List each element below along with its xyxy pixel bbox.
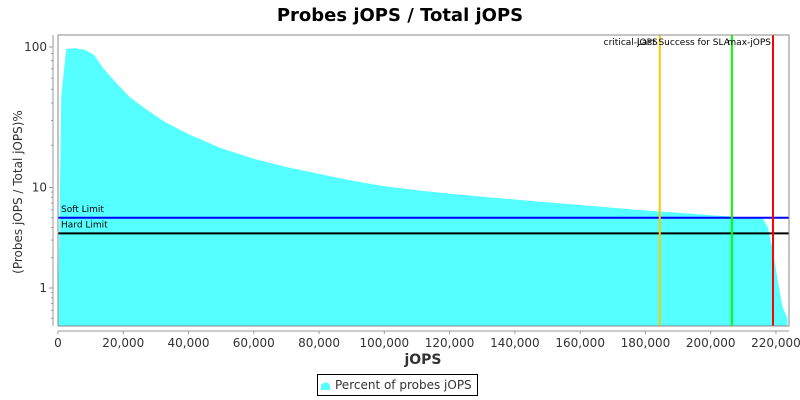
x-axis: 0 20,000 40,000 60,000 80,000 100,000 120,000 1… bbox=[54, 330, 800, 350]
marker-label: Hard Limit bbox=[61, 220, 108, 230]
x-tick-label: 100,000 bbox=[360, 336, 410, 350]
y-tick-label: 100 bbox=[24, 40, 47, 54]
y-tick-label: 1 bbox=[39, 281, 47, 295]
x-tick-label: 220,000 bbox=[751, 336, 800, 350]
x-tick-label: 140,000 bbox=[490, 336, 540, 350]
x-tick-label: 60,000 bbox=[233, 336, 275, 350]
y-tick-label: 10 bbox=[32, 181, 47, 195]
legend-label: Percent of probes jOPS bbox=[335, 378, 472, 392]
x-tick-label: 0 bbox=[54, 336, 62, 350]
y-axis: 1 10 100 bbox=[24, 35, 54, 326]
x-axis-label: jOPS bbox=[403, 352, 441, 368]
marker-label: critical-jOPS bbox=[604, 38, 658, 48]
area-series-icon bbox=[321, 382, 330, 390]
legend: Percent of probes jOPS bbox=[317, 374, 478, 396]
marker-label: Soft Limit bbox=[61, 205, 104, 215]
x-tick-label: 120,000 bbox=[425, 336, 475, 350]
x-tick-label: 20,000 bbox=[102, 336, 144, 350]
chart-title: Probes jOPS / Total jOPS bbox=[277, 5, 523, 26]
marker-label: Last Success for SLA bbox=[637, 38, 731, 48]
x-tick-label: 180,000 bbox=[621, 336, 671, 350]
x-tick-label: 80,000 bbox=[298, 336, 340, 350]
marker-label: max-jOPS bbox=[727, 38, 771, 48]
y-axis-label: (Probes jOPS / Total jOPS)% bbox=[11, 110, 25, 274]
series-area bbox=[58, 48, 788, 326]
x-tick-label: 200,000 bbox=[686, 336, 736, 350]
x-tick-label: 160,000 bbox=[555, 336, 605, 350]
x-tick-label: 40,000 bbox=[168, 336, 210, 350]
